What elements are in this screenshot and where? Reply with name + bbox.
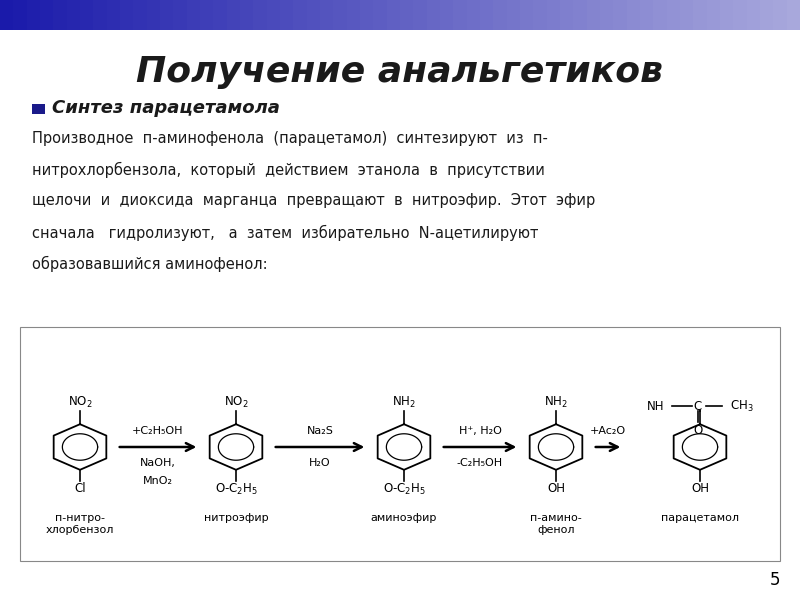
FancyBboxPatch shape	[160, 0, 174, 30]
FancyBboxPatch shape	[694, 0, 707, 30]
FancyBboxPatch shape	[494, 0, 507, 30]
FancyBboxPatch shape	[306, 0, 320, 30]
Text: CH$_3$: CH$_3$	[730, 398, 754, 414]
FancyBboxPatch shape	[134, 0, 147, 30]
FancyBboxPatch shape	[466, 0, 480, 30]
FancyBboxPatch shape	[240, 0, 254, 30]
Text: Cl: Cl	[74, 482, 86, 495]
FancyBboxPatch shape	[546, 0, 560, 30]
FancyBboxPatch shape	[374, 0, 387, 30]
Text: H₂O: H₂O	[309, 458, 331, 468]
FancyBboxPatch shape	[586, 0, 600, 30]
FancyBboxPatch shape	[14, 0, 27, 30]
FancyBboxPatch shape	[760, 0, 774, 30]
Text: NO$_2$: NO$_2$	[68, 395, 92, 410]
FancyBboxPatch shape	[320, 0, 334, 30]
FancyBboxPatch shape	[226, 0, 240, 30]
FancyBboxPatch shape	[654, 0, 667, 30]
FancyBboxPatch shape	[26, 0, 40, 30]
Text: щелочи  и  диоксида  марганца  превращают  в  нитроэфир.  Этот  эфир: щелочи и диоксида марганца превращают в …	[32, 193, 595, 208]
Text: Получение анальгетиков: Получение анальгетиков	[137, 55, 663, 89]
FancyBboxPatch shape	[360, 0, 374, 30]
FancyBboxPatch shape	[666, 0, 680, 30]
Text: нитрохлорбензола,  который  действием  этанола  в  присутствии: нитрохлорбензола, который действием этан…	[32, 162, 545, 178]
FancyBboxPatch shape	[706, 0, 720, 30]
FancyBboxPatch shape	[720, 0, 734, 30]
FancyBboxPatch shape	[186, 0, 200, 30]
Text: O-C$_2$H$_5$: O-C$_2$H$_5$	[214, 482, 258, 497]
FancyBboxPatch shape	[174, 0, 187, 30]
Text: O: O	[694, 424, 703, 437]
Text: OH: OH	[547, 482, 565, 495]
FancyBboxPatch shape	[560, 0, 574, 30]
Text: NaOH,: NaOH,	[140, 458, 176, 468]
FancyBboxPatch shape	[774, 0, 787, 30]
FancyBboxPatch shape	[66, 0, 80, 30]
Text: нитроэфир: нитроэфир	[204, 513, 268, 523]
FancyBboxPatch shape	[746, 0, 760, 30]
FancyBboxPatch shape	[480, 0, 494, 30]
Text: 5: 5	[770, 571, 780, 589]
Text: NO$_2$: NO$_2$	[224, 395, 248, 410]
Text: п-амино-
фенол: п-амино- фенол	[530, 513, 582, 535]
Text: NH$_2$: NH$_2$	[544, 395, 568, 410]
FancyBboxPatch shape	[614, 0, 627, 30]
FancyBboxPatch shape	[786, 0, 800, 30]
Text: +Ac₂O: +Ac₂O	[590, 426, 626, 436]
FancyBboxPatch shape	[120, 0, 134, 30]
FancyBboxPatch shape	[574, 0, 587, 30]
FancyBboxPatch shape	[520, 0, 534, 30]
FancyBboxPatch shape	[640, 0, 654, 30]
FancyBboxPatch shape	[80, 0, 94, 30]
FancyBboxPatch shape	[440, 0, 454, 30]
FancyBboxPatch shape	[534, 0, 547, 30]
Text: Синтез парацетамола: Синтез парацетамола	[52, 99, 280, 117]
FancyBboxPatch shape	[386, 0, 400, 30]
Text: NH: NH	[647, 400, 665, 413]
Text: Производное  п-аминофенола  (парацетамол)  синтезируют  из  п-: Производное п-аминофенола (парацетамол) …	[32, 131, 548, 146]
Text: парацетамол: парацетамол	[661, 513, 739, 523]
FancyBboxPatch shape	[40, 0, 54, 30]
FancyBboxPatch shape	[146, 0, 160, 30]
Text: MnO₂: MnO₂	[143, 476, 173, 486]
FancyBboxPatch shape	[214, 0, 227, 30]
Bar	[32, 104, 45, 114]
Text: аминоэфир: аминоэфир	[371, 513, 437, 523]
Text: OH: OH	[691, 482, 709, 495]
FancyBboxPatch shape	[454, 0, 467, 30]
FancyBboxPatch shape	[426, 0, 440, 30]
FancyBboxPatch shape	[54, 0, 67, 30]
FancyBboxPatch shape	[254, 0, 267, 30]
Text: H⁺, H₂O: H⁺, H₂O	[458, 426, 502, 436]
FancyBboxPatch shape	[600, 0, 614, 30]
FancyBboxPatch shape	[334, 0, 347, 30]
FancyBboxPatch shape	[94, 0, 107, 30]
FancyBboxPatch shape	[266, 0, 280, 30]
FancyBboxPatch shape	[346, 0, 360, 30]
Text: C: C	[694, 400, 702, 413]
FancyBboxPatch shape	[506, 0, 520, 30]
FancyBboxPatch shape	[400, 0, 414, 30]
Text: NH$_2$: NH$_2$	[392, 395, 416, 410]
Text: п-нитро-
хлорбензол: п-нитро- хлорбензол	[46, 513, 114, 535]
Text: +C₂H₅OH: +C₂H₅OH	[132, 426, 184, 436]
Text: O-C$_2$H$_5$: O-C$_2$H$_5$	[382, 482, 426, 497]
FancyBboxPatch shape	[106, 0, 120, 30]
Text: -C₂H₅OH: -C₂H₅OH	[457, 458, 503, 468]
FancyBboxPatch shape	[414, 0, 427, 30]
FancyBboxPatch shape	[20, 327, 780, 561]
Text: сначала   гидролизуют,   а  затем  избирательно  N-ацетилируют: сначала гидролизуют, а затем избирательн…	[32, 224, 538, 241]
FancyBboxPatch shape	[200, 0, 214, 30]
FancyBboxPatch shape	[734, 0, 747, 30]
Text: образовавшийся аминофенол:: образовавшийся аминофенол:	[32, 256, 268, 272]
FancyBboxPatch shape	[294, 0, 307, 30]
FancyBboxPatch shape	[680, 0, 694, 30]
Text: Na₂S: Na₂S	[306, 426, 334, 436]
FancyBboxPatch shape	[280, 0, 294, 30]
FancyBboxPatch shape	[626, 0, 640, 30]
FancyBboxPatch shape	[0, 0, 14, 30]
